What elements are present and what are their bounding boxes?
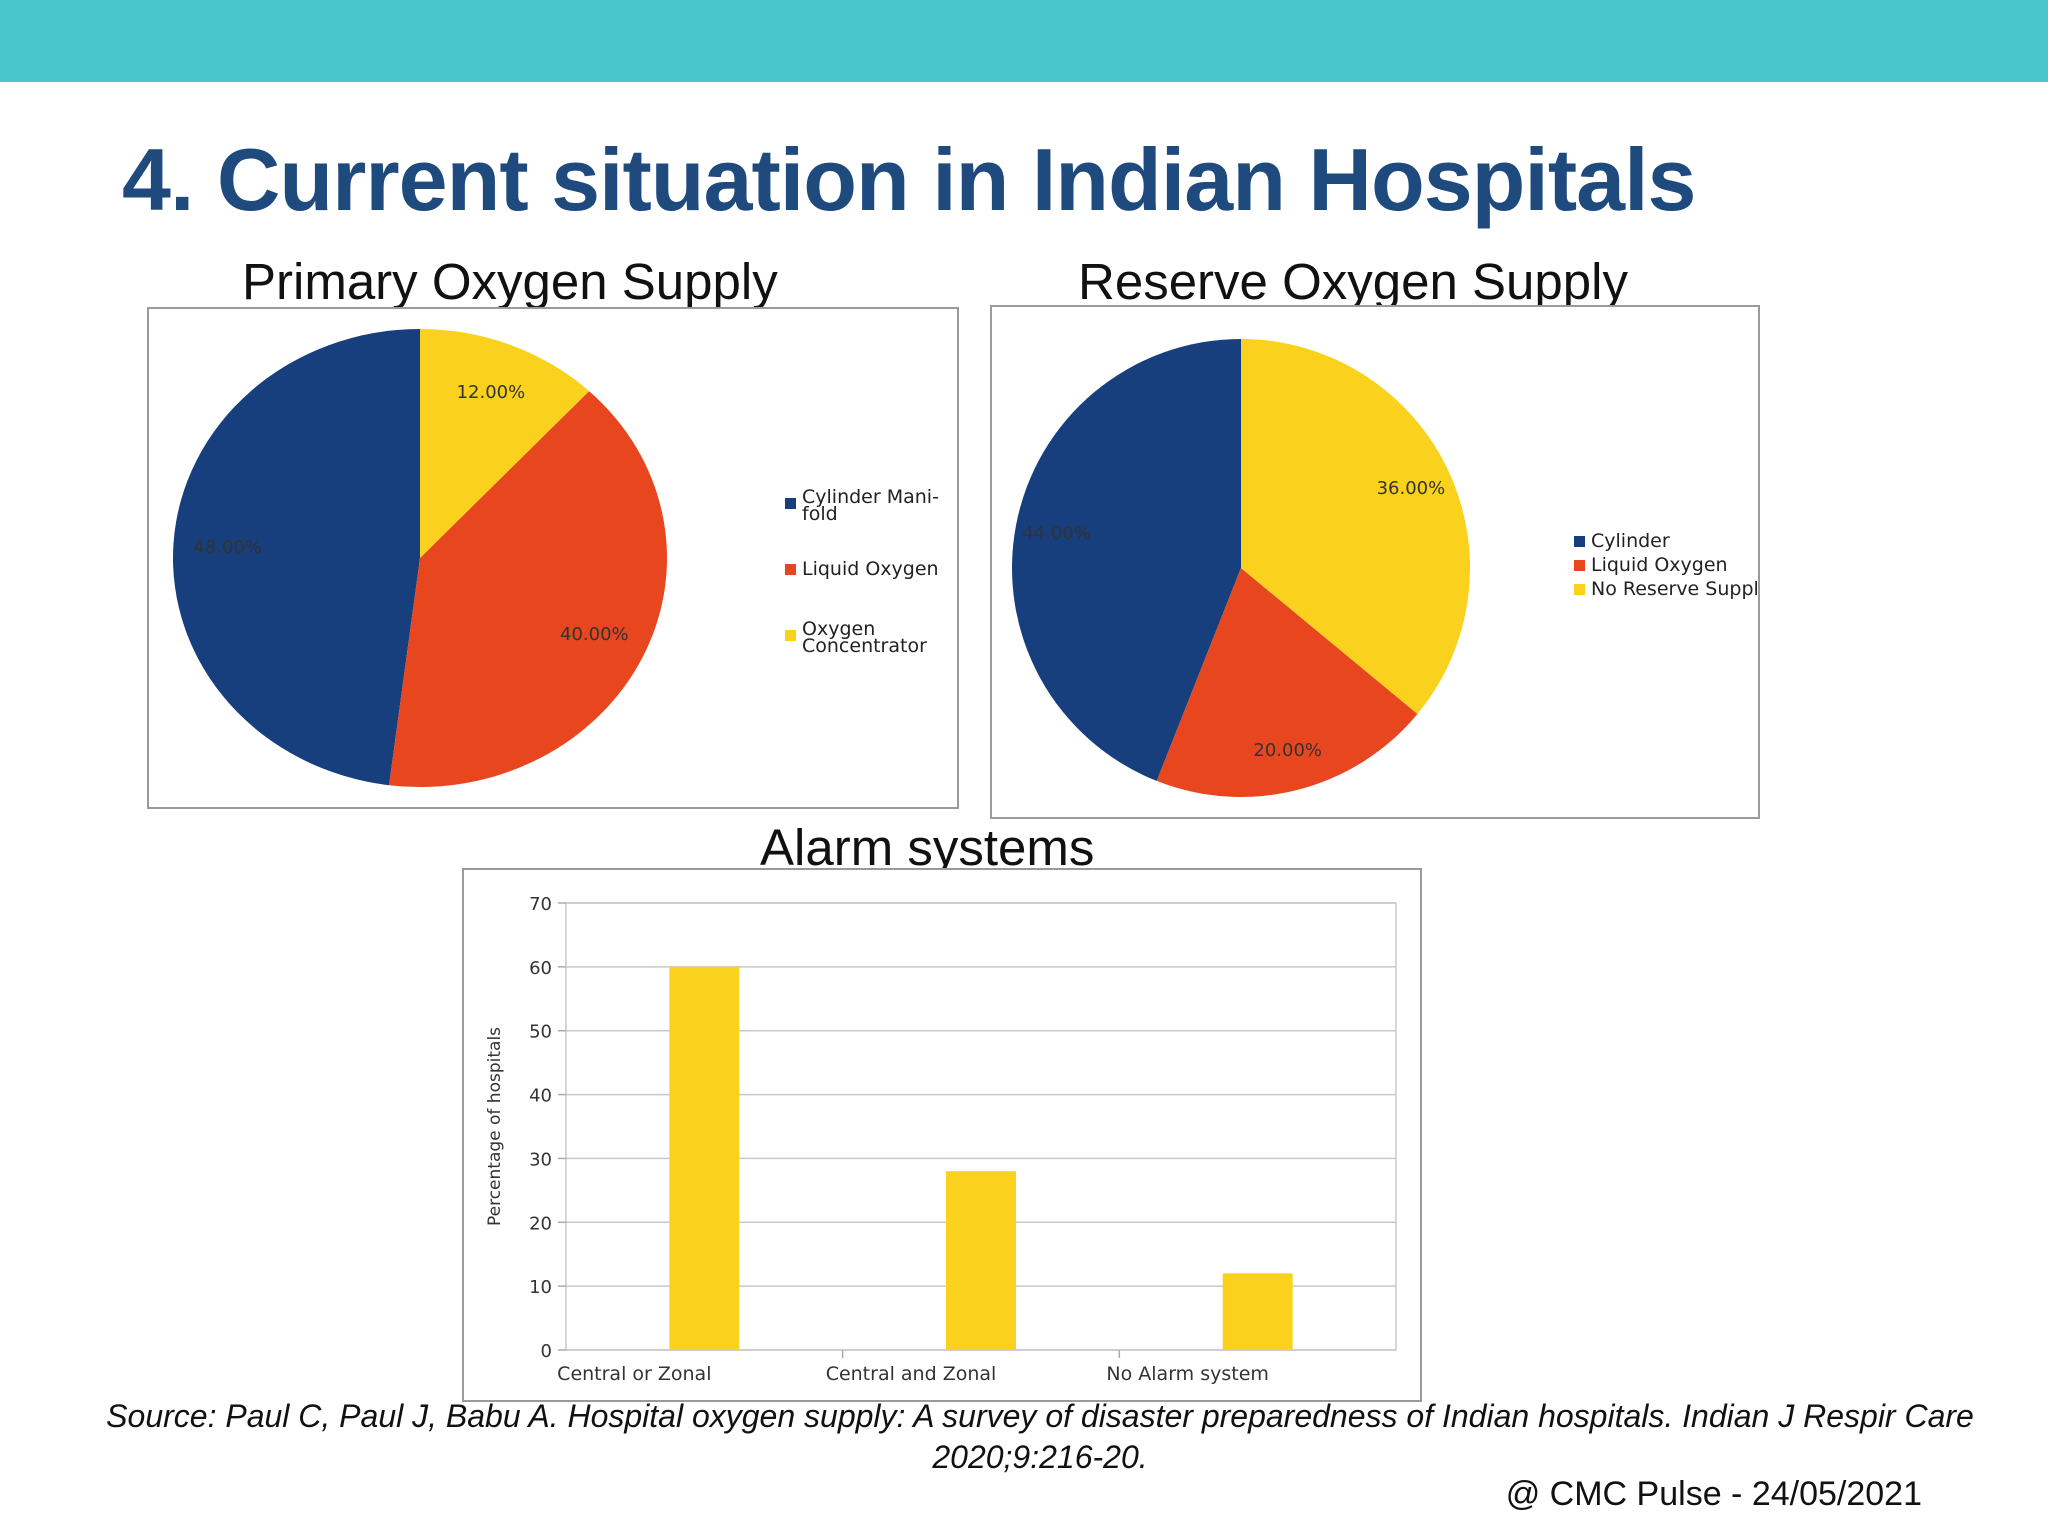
y-tick-label: 60	[529, 958, 552, 979]
alarm-bar-svg: 0 10 20 30 40 50 60 70 Central or Zonal Central a…	[485, 894, 1397, 1385]
legend-label-oxygen-concentrator: Oxygen Concentrator	[802, 618, 927, 657]
slice-value-label: 20.00%	[1253, 740, 1322, 761]
legend-label-cylinder: Cylinder	[1591, 530, 1670, 552]
primary-oxygen-chart: 48.00% 40.00% 12.00% Cylinder Mani-fold Liqu…	[147, 307, 959, 809]
legend-swatch-cylinder	[1574, 536, 1585, 547]
reserve-oxygen-chart: 44.00% 20.00% 36.00% Cylinder Liquid Oxygen N…	[990, 305, 1760, 819]
legend-label-liquid-oxygen: Liquid Oxygen	[1591, 554, 1728, 576]
x-tick-label-no-alarm-system: No Alarm system	[1106, 1363, 1269, 1385]
primary-chart-title: Primary Oxygen Supply	[242, 253, 778, 310]
pie-slice-liquid-oxygen	[389, 391, 668, 787]
pie-slice-cylinder	[1011, 339, 1241, 781]
slice-value-label: 40.00%	[560, 624, 629, 645]
slice-value-label: 44.00%	[1022, 523, 1091, 544]
legend-label-line: Cylinder Mani-	[802, 486, 939, 508]
reserve-chart-title: Reserve Oxygen Supply	[1078, 253, 1628, 310]
y-tick-label: 40	[529, 1086, 552, 1107]
bar-no-alarm-system	[1222, 1273, 1293, 1350]
pie-slice-liquid-oxygen	[1156, 568, 1418, 797]
y-tick-label: 10	[529, 1277, 552, 1298]
slice-value-label: 12.00%	[457, 382, 526, 403]
primary-pie-svg: 48.00% 40.00% 12.00% Cylinder Mani-fold Liqu…	[172, 329, 939, 787]
x-tick-label-central-and-zonal: Central and Zonal	[826, 1363, 997, 1385]
x-tick-label-central-or-zonal: Central or Zonal	[557, 1363, 711, 1385]
y-tick-label: 70	[529, 894, 552, 915]
pie-slice-oxygen-concentrator	[420, 329, 590, 558]
legend-swatch-liquid-oxygen	[785, 564, 796, 575]
legend-label-line: Concentrator	[802, 635, 927, 657]
source-citation: Source: Paul C, Paul J, Babu A. Hospital…	[106, 1398, 1974, 1475]
legend-label-line: Oxygen	[802, 618, 875, 640]
bar-central-or-zonal	[669, 966, 740, 1350]
legend-swatch-no-reserve-supply	[1574, 584, 1585, 595]
pie-slice-cylinder-mani-fold	[172, 329, 420, 786]
top-accent-bar	[0, 0, 2048, 82]
legend-swatch-liquid-oxygen	[1574, 560, 1585, 571]
y-tick-label: 20	[529, 1213, 552, 1234]
bar-central-and-zonal	[946, 1171, 1016, 1350]
y-axis-label: Percentage of hospitals	[485, 1027, 505, 1226]
slice-value-label: 36.00%	[1377, 478, 1446, 499]
y-tick-label: 30	[529, 1149, 552, 1170]
slice-value-label: 48.00%	[193, 537, 262, 558]
footer-credit: @ CMC Pulse - 24/05/2021	[1505, 1475, 1922, 1513]
legend-label-cylinder-mani-fold: Cylinder Mani-fold	[802, 486, 939, 525]
y-tick-label: 50	[529, 1022, 552, 1043]
legend-swatch-cylinder-mani-fold	[785, 498, 796, 509]
legend-label-liquid-oxygen: Liquid Oxygen	[802, 558, 939, 580]
legend-label-line: fold	[802, 503, 838, 525]
slide-title: 4. Current situation in Indian Hospitals	[122, 130, 1696, 229]
pie-slice-no-reserve-supply	[1241, 339, 1470, 714]
alarm-chart-title: Alarm systems	[760, 819, 1095, 876]
legend-label-no-reserve-supply: No Reserve Supply	[1591, 578, 1758, 600]
alarm-systems-chart: 0 10 20 30 40 50 60 70 Central or Zonal Central a…	[462, 868, 1422, 1402]
y-tick-label: 0	[541, 1341, 552, 1362]
legend-swatch-oxygen-concentrator	[785, 630, 796, 641]
